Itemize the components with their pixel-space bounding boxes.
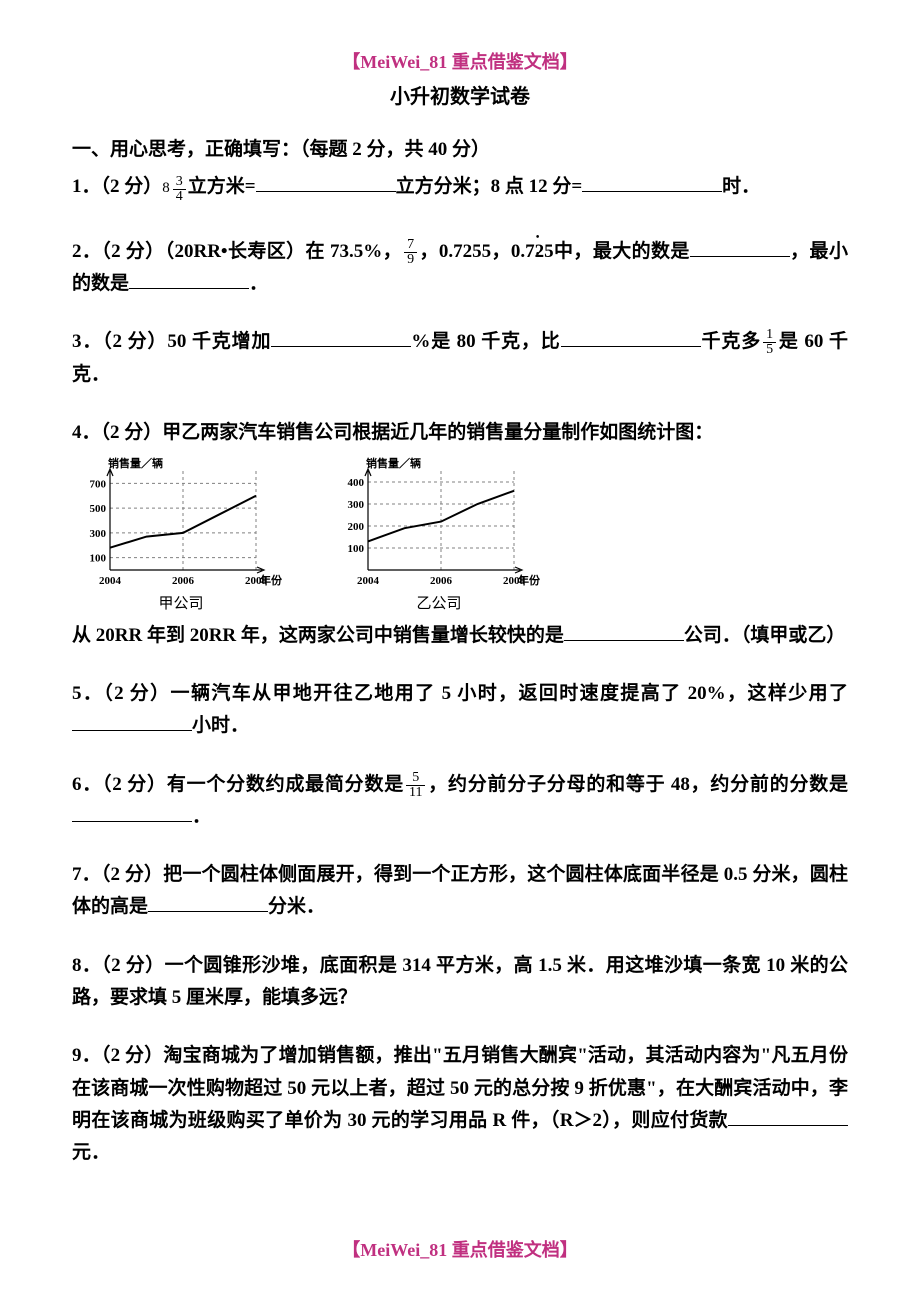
- q2-t4: ．: [249, 273, 268, 294]
- blank: [271, 326, 411, 347]
- svg-text:100: 100: [348, 543, 365, 555]
- blank: [129, 268, 249, 289]
- chart-a-caption: 甲公司: [158, 592, 203, 618]
- svg-text:500: 500: [90, 503, 107, 515]
- svg-text:2004: 2004: [357, 575, 380, 587]
- blank: [148, 892, 268, 913]
- svg-text:2004: 2004: [99, 575, 122, 587]
- svg-text:年份: 年份: [260, 573, 283, 587]
- blank: [582, 172, 722, 193]
- frac-den: 5: [763, 343, 776, 357]
- question-6: 6．（2 分）有一个分数约成最简分数是511，约分前分子分母的和等于 48，约分…: [72, 769, 848, 834]
- q3-pre: 3．（2 分）50 千克增加: [72, 331, 271, 352]
- frac-den: 9: [404, 253, 417, 267]
- q2-t1: ，0.7255，0.7: [419, 241, 535, 262]
- svg-text:700: 700: [90, 479, 107, 491]
- chart-a-block: 销售量／辆100300500700200420062008年份 甲公司: [76, 455, 286, 618]
- blank: [72, 710, 192, 731]
- question-4: 4．（2 分）甲乙两家汽车销售公司根据近几年的销售量分量制作如图统计图： 销售量…: [72, 417, 848, 652]
- frac-den: 4: [173, 190, 186, 204]
- page-title: 小升初数学试卷: [72, 80, 848, 109]
- q5-t1: 小时．: [192, 715, 249, 736]
- frac-num: 1: [763, 328, 776, 343]
- question-2: 2．（2 分）（20RR•长寿区）在 73.5%，79，0.7255，0.725…: [72, 236, 848, 301]
- q5-pre: 5．（2 分）一辆汽车从甲地开往乙地用了 5 小时，返回时速度提高了 20%，这…: [72, 683, 848, 704]
- charts-row: 销售量／辆100300500700200420062008年份 甲公司 销售量／…: [76, 455, 848, 618]
- q1-pre: 1．（2 分）: [72, 176, 162, 197]
- mixed-fraction: 834: [162, 175, 188, 204]
- footer-tag: 【MeiWei_81 重点借鉴文档】: [0, 1236, 920, 1262]
- question-9: 9．（2 分）淘宝商城为了增加销售额，推出"五月销售大酬宾"活动，其活动内容为"…: [72, 1040, 848, 1169]
- fraction: 34: [173, 175, 186, 204]
- blank: [728, 1105, 848, 1126]
- blank: [256, 172, 396, 193]
- svg-text:2006: 2006: [172, 575, 195, 587]
- q9-t1: 元．: [72, 1142, 110, 1163]
- fraction: 79: [404, 238, 417, 267]
- svg-text:销售量／辆: 销售量／辆: [366, 456, 421, 470]
- fraction: 511: [406, 771, 425, 800]
- svg-text:300: 300: [90, 528, 107, 540]
- chart-a: 销售量／辆100300500700200420062008年份: [76, 455, 286, 590]
- mixed-whole: 8: [162, 176, 170, 202]
- q4-t2: 公司．（填甲或乙）: [684, 625, 846, 646]
- q3-t2: 千克多: [701, 331, 761, 352]
- svg-text:200: 200: [348, 521, 365, 533]
- svg-text:100: 100: [90, 553, 107, 565]
- section-header-1: 一、用心思考，正确填写：（每题 2 分，共 40 分）: [72, 135, 848, 165]
- blank: [561, 326, 701, 347]
- header-tag: 【MeiWei_81 重点借鉴文档】: [72, 48, 848, 74]
- q3-t1: %是 80 千克，比: [411, 331, 560, 352]
- question-8: 8．（2 分）一个圆锥形沙堆，底面积是 314 平方米，高 1.5 米．用这堆沙…: [72, 950, 848, 1015]
- svg-text:销售量／辆: 销售量／辆: [108, 456, 163, 470]
- blank: [564, 620, 684, 641]
- frac-num: 5: [406, 771, 425, 786]
- recurring-dot: 25: [535, 236, 554, 268]
- q6-pre: 6．（2 分）有一个分数约成最简分数是: [72, 774, 404, 795]
- q7-t1: 分米．: [268, 896, 325, 917]
- svg-text:400: 400: [348, 477, 365, 489]
- q1-t1: 立方米=: [188, 176, 256, 197]
- q2-pre: 2．（2 分）（20RR•长寿区）在 73.5%，: [72, 241, 402, 262]
- question-5: 5．（2 分）一辆汽车从甲地开往乙地用了 5 小时，返回时速度提高了 20%，这…: [72, 678, 848, 743]
- frac-num: 7: [404, 238, 417, 253]
- q1-t3: 时．: [722, 176, 760, 197]
- chart-b-caption: 乙公司: [416, 592, 461, 618]
- q4-t1: 从 20RR 年到 20RR 年，这两家公司中销售量增长较快的是: [72, 625, 564, 646]
- chart-b-block: 销售量／辆100200300400200420062008年份 乙公司: [334, 455, 544, 618]
- svg-text:300: 300: [348, 499, 365, 511]
- frac-den: 11: [406, 786, 425, 800]
- q4-pre: 4．（2 分）甲乙两家汽车销售公司根据近几年的销售量分量制作如图统计图：: [72, 417, 848, 449]
- blank: [690, 236, 790, 257]
- fraction: 15: [763, 328, 776, 357]
- question-7: 7．（2 分）把一个圆柱体侧面展开，得到一个正方形，这个圆柱体底面半径是 0.5…: [72, 859, 848, 924]
- q6-t1: ，约分前分子分母的和等于 48，约分前的分数是: [427, 774, 848, 795]
- q2-t2: 中，最大的数是: [554, 241, 690, 262]
- svg-text:2006: 2006: [430, 575, 453, 587]
- question-3: 3．（2 分）50 千克增加%是 80 千克，比千克多15是 60 千克．: [72, 326, 848, 391]
- svg-text:年份: 年份: [518, 573, 541, 587]
- blank: [72, 801, 192, 822]
- q1-t2: 立方分米；8 点 12 分=: [396, 176, 583, 197]
- q6-t2: ．: [192, 806, 211, 827]
- frac-num: 3: [173, 175, 186, 190]
- chart-b: 销售量／辆100200300400200420062008年份: [334, 455, 544, 590]
- question-1: 1．（2 分）834立方米= 立方分米；8 点 12 分= 时．: [72, 171, 848, 203]
